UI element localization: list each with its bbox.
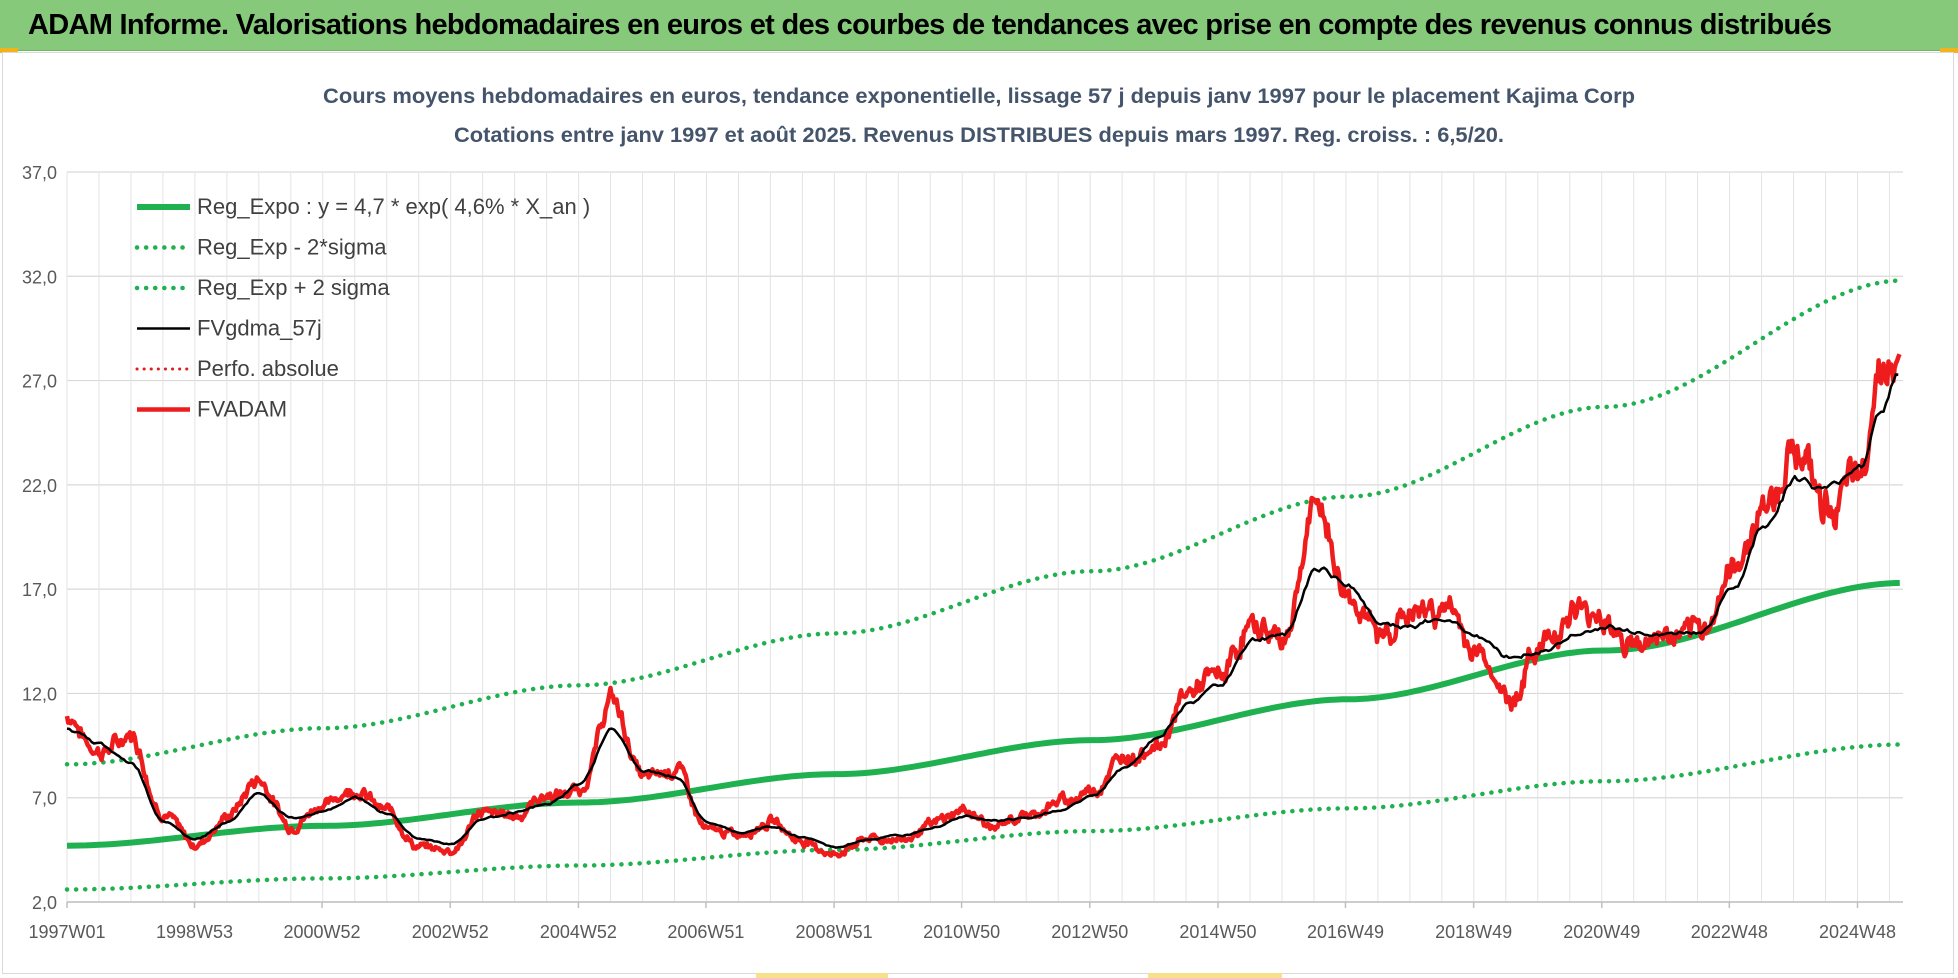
legend-label: FVgdma_57j (197, 316, 322, 341)
legend-label: FVADAM (197, 397, 287, 422)
x-tick-label: 2004W52 (540, 922, 617, 942)
series-line-5 (64, 353, 1902, 859)
x-tick-label: 1997W01 (28, 922, 105, 942)
axes: 2,0 7,0 12,0 17,0 22,0 27,0 32,0 37,0 1997W01 199… (22, 163, 1903, 942)
series (64, 278, 1903, 892)
header-bar: ADAM Informe. Valorisations hebdomadaire… (0, 0, 1958, 51)
legend-label: Reg_Exp - 2*sigma (197, 235, 387, 260)
x-tick-label: 2022W48 (1691, 922, 1768, 942)
series-line-0 (66, 579, 1900, 849)
x-tick-label: 2002W52 (412, 922, 489, 942)
grid (66, 171, 1903, 903)
corner-mark-right (1940, 48, 1958, 53)
y-tick-label: 22,0 (22, 476, 57, 496)
series-line-2 (64, 278, 1903, 767)
x-tick-label: 2010W50 (923, 922, 1000, 942)
chart-title: Cours moyens hebdomadaires en euros, ten… (323, 85, 1635, 108)
y-tick-label: 27,0 (22, 372, 57, 392)
bottom-strip-1 (756, 973, 888, 978)
series-line-3 (66, 373, 1899, 849)
legend-label: Reg_Exp + 2 sigma (197, 275, 390, 300)
x-tick-label: 2008W51 (796, 922, 873, 942)
bottom-strip-2 (1148, 973, 1282, 978)
chart-subtitle: Cotations entre janv 1997 et août 2025. … (454, 124, 1504, 147)
x-tick-label: 2014W50 (1179, 922, 1256, 942)
page-title: ADAM Informe. Valorisations hebdomadaire… (28, 9, 1832, 41)
y-tick-label: 17,0 (22, 580, 57, 600)
legend-label: Reg_Expo : y = 4,7 * exp( 4,6% * X_an ) (197, 194, 590, 219)
x-tick-label: 2012W50 (1051, 922, 1128, 942)
y-tick-label: 7,0 (32, 789, 57, 809)
x-tick-label: 2018W49 (1435, 922, 1512, 942)
y-tick-label: 2,0 (32, 893, 57, 913)
x-tick-label: 1998W53 (156, 922, 233, 942)
chart-frame (2, 52, 1954, 974)
y-tick-label: 12,0 (22, 684, 57, 704)
y-tick-label: 37,0 (22, 163, 57, 183)
y-tick-label: 32,0 (22, 267, 57, 287)
x-tick-label: 2020W49 (1563, 922, 1640, 942)
legend-label: Perfo. absolue (197, 356, 339, 381)
x-tick-label: 2024W48 (1819, 922, 1896, 942)
corner-mark-left (0, 48, 18, 53)
x-tick-label: 2000W52 (284, 922, 361, 942)
x-tick-label: 2016W49 (1307, 922, 1384, 942)
series-line-1 (64, 742, 1903, 892)
x-tick-label: 2006W51 (667, 922, 744, 942)
legend: Reg_Expo : y = 4,7 * exp( 4,6% * X_an ) R… (134, 194, 590, 422)
